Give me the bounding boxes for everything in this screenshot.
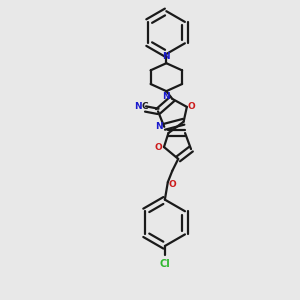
- Text: O: O: [168, 180, 176, 189]
- Text: N: N: [163, 52, 170, 61]
- Text: N: N: [134, 102, 142, 111]
- Text: O: O: [188, 101, 195, 110]
- Text: N: N: [163, 92, 170, 101]
- Text: N: N: [155, 122, 163, 131]
- Text: Cl: Cl: [160, 259, 170, 269]
- Text: O: O: [155, 142, 163, 152]
- Text: C: C: [141, 102, 148, 111]
